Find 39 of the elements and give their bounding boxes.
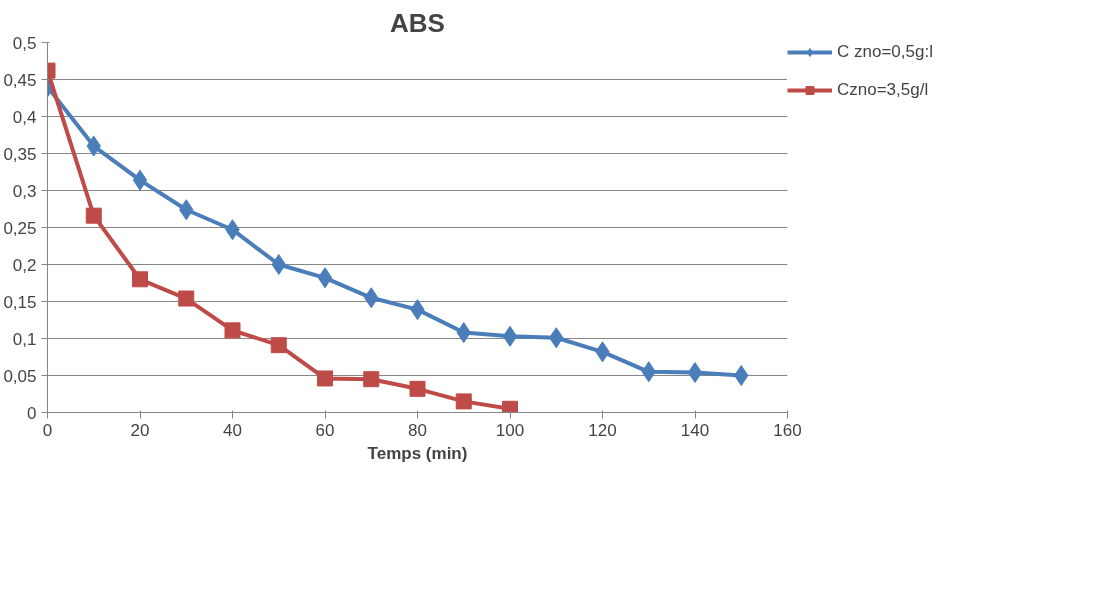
point: [132, 271, 148, 288]
x-axis-title: Temps (min): [367, 443, 468, 463]
x-tick-label: 140: [680, 420, 710, 440]
y-tick-label: 0,05: [3, 366, 37, 386]
legend-label: Czno=3,5g/l: [837, 80, 929, 100]
y-tick-label: 0,3: [12, 181, 37, 201]
y-tick-label: 0,1: [12, 329, 37, 349]
x-tick-label: 20: [130, 420, 150, 440]
point: [502, 325, 518, 347]
chart-title: ABS: [390, 7, 445, 38]
y-tick-label: 0: [27, 403, 37, 423]
point: [178, 290, 195, 307]
x-tick-label: 40: [223, 420, 242, 440]
x-tick-label: 100: [495, 420, 525, 440]
point: [224, 322, 241, 339]
y-tick-label: 0,35: [3, 144, 37, 164]
y-tick-label: 0,5: [12, 33, 37, 53]
point: [271, 254, 286, 275]
x-tick-label: 80: [408, 420, 427, 440]
y-tick-label: 0,25: [3, 218, 37, 238]
x-tick-label: 0: [42, 420, 53, 440]
point: [132, 169, 148, 191]
y-tick-label: 0,4: [12, 107, 37, 127]
point: [85, 207, 102, 224]
y-tick-label: 0,2: [12, 255, 37, 275]
point: [734, 365, 749, 386]
y-tick-label: 0,45: [3, 70, 37, 90]
point: [409, 380, 426, 397]
x-tick-label: 120: [588, 420, 617, 440]
y-tick-label: 0,15: [3, 292, 37, 312]
point: [687, 362, 703, 384]
x-tick-label: 160: [773, 420, 802, 440]
legend-label: C zno=0,5g:l: [837, 42, 933, 62]
point: [270, 337, 287, 354]
point: [455, 393, 472, 410]
point: [317, 267, 333, 289]
point: [317, 370, 333, 387]
point: [363, 371, 380, 388]
x-tick-label: 60: [315, 420, 335, 440]
